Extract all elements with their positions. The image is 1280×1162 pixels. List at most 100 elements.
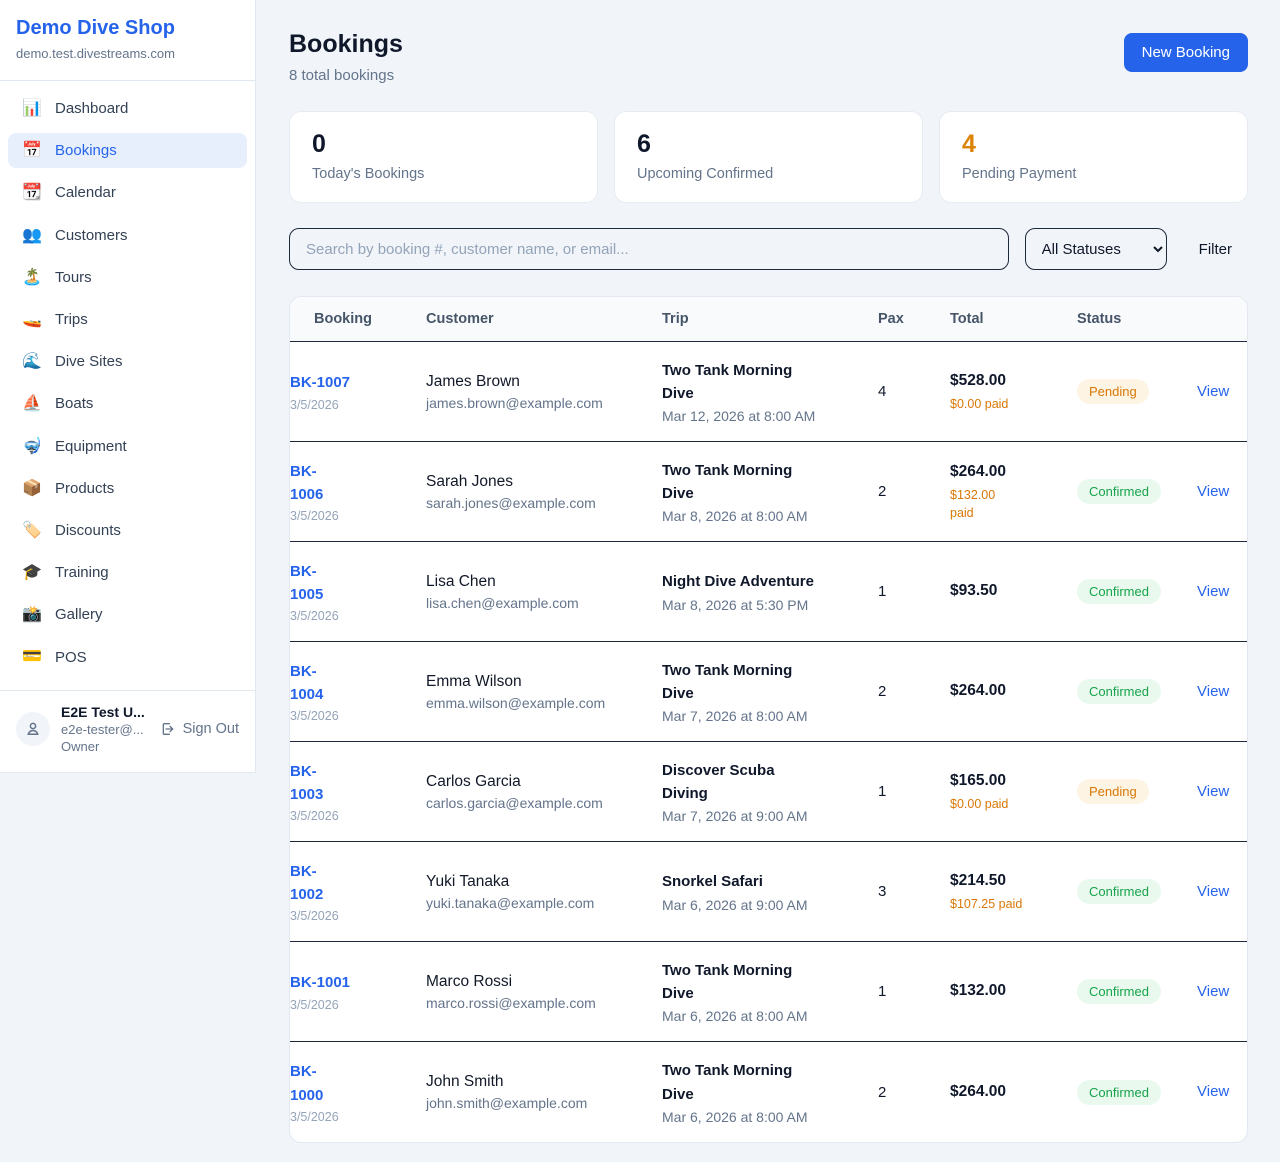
- total-amount: $93.50: [950, 582, 998, 600]
- sidebar-item-pos[interactable]: 💳 POS: [8, 639, 247, 674]
- total-amount: $165.00: [950, 771, 1007, 789]
- view-link[interactable]: View: [1197, 1083, 1230, 1100]
- column-header-actions: [1197, 305, 1247, 333]
- sidebar-item-label: Gallery: [55, 606, 103, 624]
- trip-name: Night Dive Adventure: [662, 573, 814, 591]
- people-icon: 👥: [22, 226, 42, 244]
- status-select[interactable]: All Statuses: [1024, 228, 1167, 270]
- booking-cell: BK-1000 3/5/2026: [290, 1046, 426, 1138]
- sidebar-item-products[interactable]: 📦 Products: [8, 471, 247, 506]
- view-link[interactable]: View: [1197, 782, 1230, 800]
- paid-amount: $0.00 paid: [950, 397, 1009, 412]
- sidebar-item-calendar[interactable]: 📆 Calendar: [8, 175, 247, 210]
- customer-cell: Sarah Jones sarah.jones@example.com: [426, 459, 662, 525]
- trip-cell: Two Tank Morning Dive Mar 6, 2026 at 8:0…: [662, 945, 878, 1039]
- table-row: BK-1003 3/5/2026 Carlos Garcia carlos.ga…: [290, 742, 1247, 842]
- sidebar-item-discounts[interactable]: 🏷️ Discounts: [8, 513, 247, 548]
- graduation-cap-icon: 🎓: [22, 564, 42, 582]
- booking-date: 3/5/2026: [290, 1109, 339, 1124]
- view-link[interactable]: View: [1197, 882, 1230, 900]
- view-link[interactable]: View: [1197, 582, 1230, 600]
- sidebar-item-label: Bookings: [55, 142, 117, 160]
- sidebar-item-equipment[interactable]: 🤿 Equipment: [8, 429, 247, 464]
- table-row: BK-1002 3/5/2026 Yuki Tanaka yuki.tanaka…: [290, 842, 1247, 942]
- booking-date: 3/5/2026: [290, 609, 339, 624]
- status-badge: Confirmed: [1077, 479, 1161, 504]
- package-icon: 📦: [22, 479, 42, 497]
- sign-out-button[interactable]: Sign Out: [160, 721, 239, 737]
- sidebar-item-tours[interactable]: 🏝️ Tours: [8, 260, 247, 295]
- table-row: BK-1004 3/5/2026 Emma Wilson emma.wilson…: [290, 642, 1247, 742]
- wave-icon: 🌊: [22, 353, 42, 371]
- trip-name: Two Tank Morning Dive: [662, 461, 793, 502]
- trip-time: Mar 6, 2026 at 9:00 AM: [662, 896, 808, 913]
- customer-name: Carlos Garcia: [426, 772, 521, 790]
- tear-calendar-icon: 📆: [22, 184, 42, 202]
- booking-date: 3/5/2026: [290, 509, 339, 524]
- view-link[interactable]: View: [1197, 682, 1230, 700]
- column-header-trip: Trip: [662, 311, 689, 327]
- new-booking-button[interactable]: New Booking: [1123, 33, 1248, 72]
- sidebar-item-dive-sites[interactable]: 🌊 Dive Sites: [8, 344, 247, 379]
- sidebar-item-gallery[interactable]: 📸 Gallery: [8, 597, 247, 632]
- customer-email: emma.wilson@example.com: [426, 694, 606, 711]
- trip-name: Snorkel Safari: [662, 873, 763, 891]
- sidebar-item-label: Tours: [55, 268, 92, 286]
- actions-cell: View: [1197, 469, 1247, 515]
- user-info: E2E Test U... e2e-tester@... Owner: [61, 704, 149, 754]
- total-cell: $264.00: [950, 666, 1077, 716]
- page-title: Bookings: [289, 30, 403, 58]
- main-content: Bookings 8 total bookings New Booking 0 …: [256, 0, 1280, 1143]
- booking-id-link[interactable]: BK-1003: [290, 762, 324, 803]
- sidebar-item-label: Training: [55, 564, 109, 582]
- view-link[interactable]: View: [1197, 482, 1230, 500]
- sidebar-item-boats[interactable]: ⛵ Boats: [8, 386, 247, 421]
- sidebar-item-label: Calendar: [55, 184, 116, 202]
- pax-cell: 2: [878, 1083, 887, 1101]
- sidebar-item-customers[interactable]: 👥 Customers: [8, 218, 247, 253]
- search-input[interactable]: [289, 228, 1009, 270]
- booking-id-link[interactable]: BK-1000: [290, 1063, 324, 1104]
- sidebar-nav: 📊 Dashboard 📅 Bookings 📆 Calendar 👥 Cust…: [0, 81, 255, 690]
- booking-date: 3/5/2026: [290, 909, 339, 924]
- sidebar-user-section: E2E Test U... e2e-tester@... Owner Sign …: [0, 689, 255, 772]
- stat-label: Pending Payment: [962, 166, 1077, 182]
- customer-email: carlos.garcia@example.com: [426, 794, 603, 811]
- stat-value: 6: [637, 130, 651, 158]
- view-link[interactable]: View: [1197, 382, 1230, 400]
- sidebar-item-dashboard[interactable]: 📊 Dashboard: [8, 91, 247, 126]
- sidebar-item-training[interactable]: 🎓 Training: [8, 555, 247, 590]
- booking-id-link[interactable]: BK-1002: [290, 862, 324, 903]
- customer-email: john.smith@example.com: [426, 1095, 588, 1111]
- customer-name: John Smith: [426, 1073, 504, 1090]
- status-cell: Confirmed: [1077, 665, 1197, 718]
- trip-cell: Snorkel Safari Mar 6, 2026 at 9:00 AM: [662, 856, 878, 926]
- table-row: BK-1006 3/5/2026 Sarah Jones sarah.jones…: [290, 442, 1247, 542]
- trip-name: Two Tank Morning Dive: [662, 1062, 793, 1103]
- status-badge: Confirmed: [1077, 1079, 1161, 1105]
- speedboat-icon: 🚤: [22, 310, 42, 328]
- filter-button[interactable]: Filter: [1183, 228, 1248, 270]
- booking-id-link[interactable]: BK-1006: [290, 462, 324, 503]
- user-role: Owner: [61, 738, 100, 754]
- total-cell: $264.00 $132.00 paid: [950, 447, 1077, 537]
- booking-date: 3/5/2026: [290, 397, 339, 412]
- total-amount: $528.00: [950, 371, 1007, 389]
- trip-cell: Two Tank Morning Dive Mar 6, 2026 at 8:0…: [662, 1045, 878, 1139]
- actions-cell: View: [1197, 369, 1247, 415]
- booking-cell: BK-1004 3/5/2026: [290, 646, 426, 738]
- status-badge: Pending: [1077, 779, 1149, 804]
- booking-id-link[interactable]: BK-1007: [290, 374, 351, 392]
- customer-cell: John Smith john.smith@example.com: [426, 1059, 662, 1125]
- booking-id-link[interactable]: BK-1004: [290, 662, 324, 703]
- customer-cell: Lisa Chen lisa.chen@example.com: [426, 559, 662, 625]
- sidebar-item-label: POS: [55, 648, 87, 666]
- sidebar-item-trips[interactable]: 🚤 Trips: [8, 302, 247, 337]
- column-header-booking: Booking: [314, 311, 372, 327]
- island-icon: 🏝️: [22, 268, 42, 286]
- view-link[interactable]: View: [1197, 982, 1230, 1000]
- booking-id-link[interactable]: BK-1005: [290, 562, 324, 603]
- sidebar-item-bookings[interactable]: 📅 Bookings: [8, 133, 247, 169]
- booking-id-link[interactable]: BK-1001: [290, 974, 351, 992]
- stat-value: 4: [962, 130, 976, 158]
